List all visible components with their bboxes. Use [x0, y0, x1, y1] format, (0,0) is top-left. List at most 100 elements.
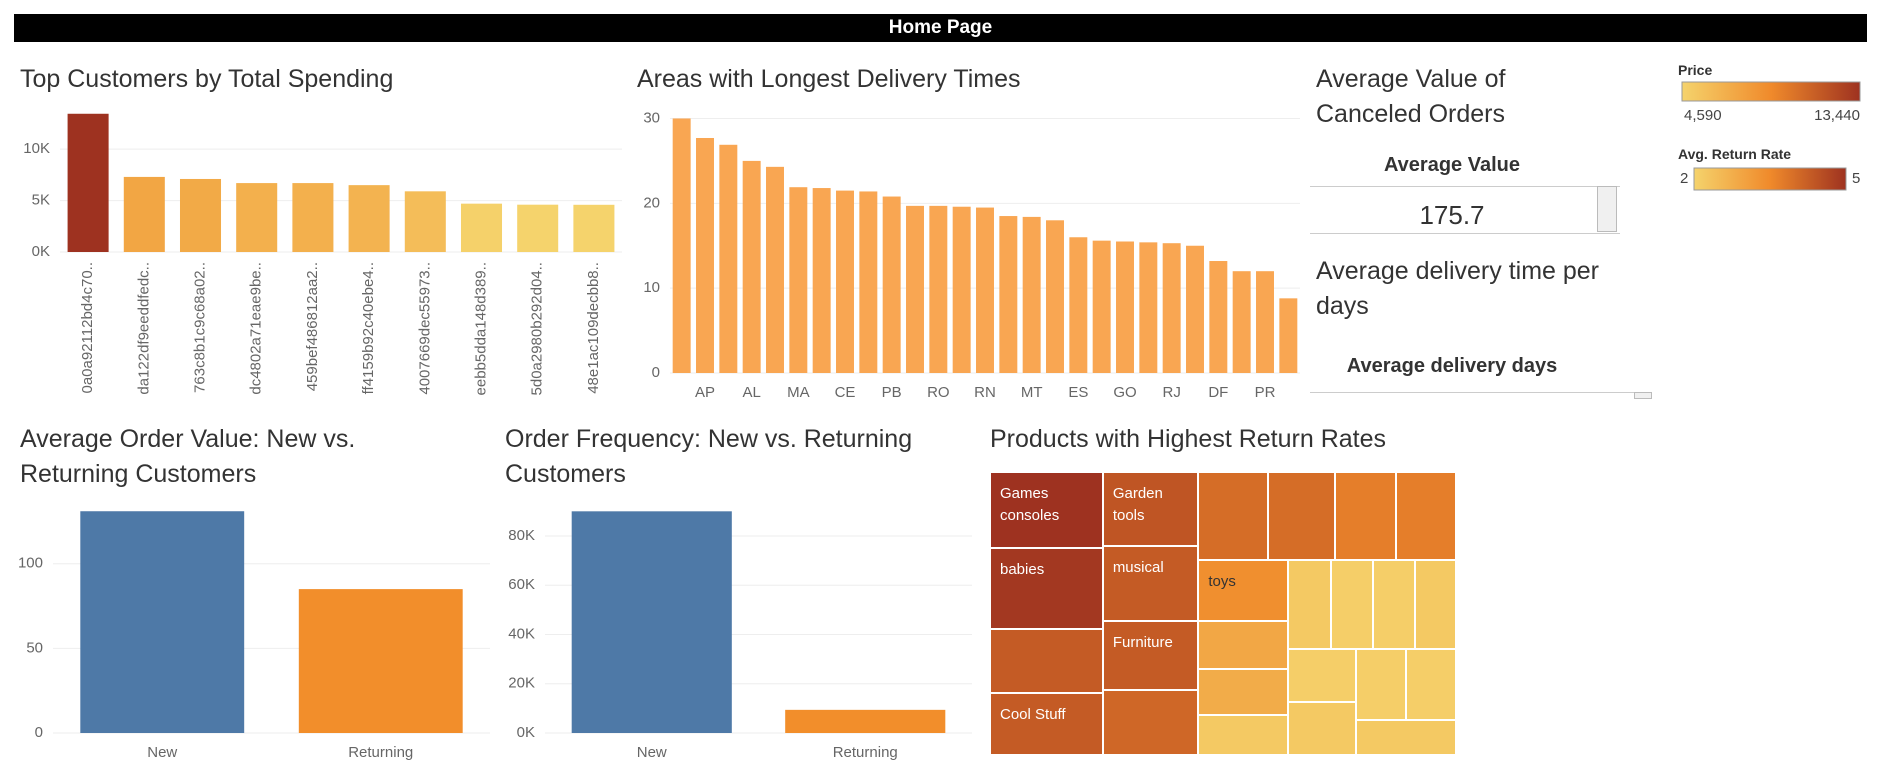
bar: [1139, 242, 1158, 373]
y-tick-label: 0K: [32, 243, 50, 260]
x-tick-label: GO: [1113, 384, 1136, 401]
y-tick-label: 100: [18, 555, 43, 572]
treemap-cell: [1268, 472, 1336, 561]
y-tick-label: 30: [643, 109, 660, 126]
bar: [573, 204, 615, 252]
bar: [179, 178, 222, 252]
x-tick-label: 5d0a2980b292d04..: [529, 262, 546, 395]
bar: [976, 207, 994, 373]
treemap-cell: [1198, 472, 1269, 561]
treemap-label: Cool Stuff: [1000, 705, 1066, 723]
chart-title: Products with Highest Return Rates: [990, 425, 1387, 453]
y-tick-label: 60K: [508, 576, 535, 593]
x-tick-label: eebb5dda148d389..: [472, 262, 489, 395]
scrollbar[interactable]: [1597, 186, 1617, 232]
header: Home Page: [14, 14, 1867, 42]
bar: [1022, 216, 1041, 373]
treemap: Games consoles babies Cool Stuff Garden too…: [990, 472, 1456, 755]
treemap-cell: [1405, 648, 1456, 721]
scrollbar[interactable]: [1634, 392, 1652, 399]
treemap-label: babies: [1000, 561, 1045, 579]
bar: [1186, 245, 1204, 373]
legend-min: 4,590: [1684, 107, 1722, 124]
treemap-cell: Cool Stuff: [990, 692, 1103, 755]
y-tick-label: 10: [643, 279, 660, 296]
y-tick-label: 0K: [517, 724, 535, 741]
bar: [1069, 237, 1088, 373]
bar: [812, 188, 831, 373]
x-tick-label: RJ: [1162, 384, 1180, 401]
bar: [348, 185, 390, 252]
treemap-label: Games consoles: [1000, 485, 1060, 524]
x-tick-label: DF: [1208, 384, 1228, 401]
legend-max: 13,440: [1814, 107, 1860, 124]
bar: [836, 190, 854, 373]
treemap-cell: musical: [1102, 545, 1199, 622]
treemap-cell: Games consoles: [990, 472, 1103, 549]
treemap-cell: Furniture: [1102, 621, 1199, 691]
bar: [672, 118, 691, 373]
card-title: Average Value of Canceled Orders: [1316, 65, 1506, 128]
legend-title: Price: [1678, 62, 1713, 78]
x-tick-label: MT: [1021, 384, 1043, 401]
x-tick-label: MA: [787, 384, 810, 401]
treemap-cell: [1355, 720, 1456, 755]
bar: [999, 216, 1018, 373]
x-tick-label: RN: [974, 384, 996, 401]
x-tick-label: ES: [1068, 384, 1088, 401]
legend-title: Avg. Return Rate: [1678, 146, 1792, 162]
treemap-cell: [1198, 620, 1289, 669]
x-tick-label: CE: [835, 384, 856, 401]
bar: [404, 191, 446, 252]
card-title: Average delivery time per days: [1316, 257, 1600, 320]
card-value: 175.7: [1419, 200, 1485, 230]
treemap-cell: [1288, 701, 1356, 755]
bar: [742, 160, 761, 373]
x-tick-label: PB: [882, 384, 902, 401]
y-tick-label: 0: [652, 364, 660, 381]
x-tick-label: 4007669dec55973..: [416, 262, 433, 395]
x-tick-label: 459bef486812aa2..: [304, 262, 321, 391]
treemap-cell: [1288, 648, 1356, 702]
card-box: [1310, 392, 1652, 401]
x-tick-label: PR: [1255, 384, 1276, 401]
treemap-cell: [1415, 560, 1456, 649]
treemap-cell: [990, 628, 1103, 693]
treemap-cell: babies: [990, 548, 1103, 629]
treemap-cell: [1330, 560, 1374, 649]
treemap-cell: [1102, 690, 1199, 755]
bar: [1116, 241, 1134, 373]
bar: [859, 191, 878, 373]
bar: [517, 204, 559, 252]
y-tick-label: 0: [35, 724, 43, 741]
x-tick-label: ff4159b92c40ebe4..: [360, 262, 377, 394]
y-tick-label: 5K: [32, 192, 50, 209]
x-tick-label: AL: [742, 384, 760, 401]
bar: [1279, 298, 1298, 373]
bar: [766, 166, 784, 373]
chart-title: Average Order Value: New vs. Returning C…: [20, 425, 356, 488]
bar: [1232, 271, 1251, 373]
treemap-label: Furniture: [1112, 634, 1173, 652]
treemap-cell: [1395, 472, 1456, 561]
x-tick-label: New: [637, 744, 667, 761]
bar: [952, 206, 971, 373]
treemap-cell: [1288, 560, 1331, 649]
x-tick-label: Returning: [348, 744, 413, 761]
chart-title: Top Customers by Total Spending: [20, 65, 394, 93]
treemap-cell: toys: [1198, 560, 1289, 621]
treemap-cell: [1355, 648, 1406, 721]
bar: [1162, 243, 1181, 373]
treemap-cell: Garden tools: [1102, 472, 1199, 546]
x-tick-label: Returning: [833, 744, 898, 761]
x-tick-label: da122df9eeddfedc..: [135, 262, 152, 395]
treemap-cell: [1373, 560, 1416, 649]
bar: [67, 113, 109, 252]
bar: [123, 176, 165, 252]
bar: [929, 205, 948, 373]
y-tick-label: 80K: [508, 527, 535, 544]
chart-title: Order Frequency: New vs. Returning Custo…: [505, 425, 913, 488]
x-tick-label: 48e1ac109decbb8..: [585, 262, 602, 394]
y-tick-label: 10K: [23, 140, 50, 157]
treemap-label: musical: [1112, 558, 1164, 576]
